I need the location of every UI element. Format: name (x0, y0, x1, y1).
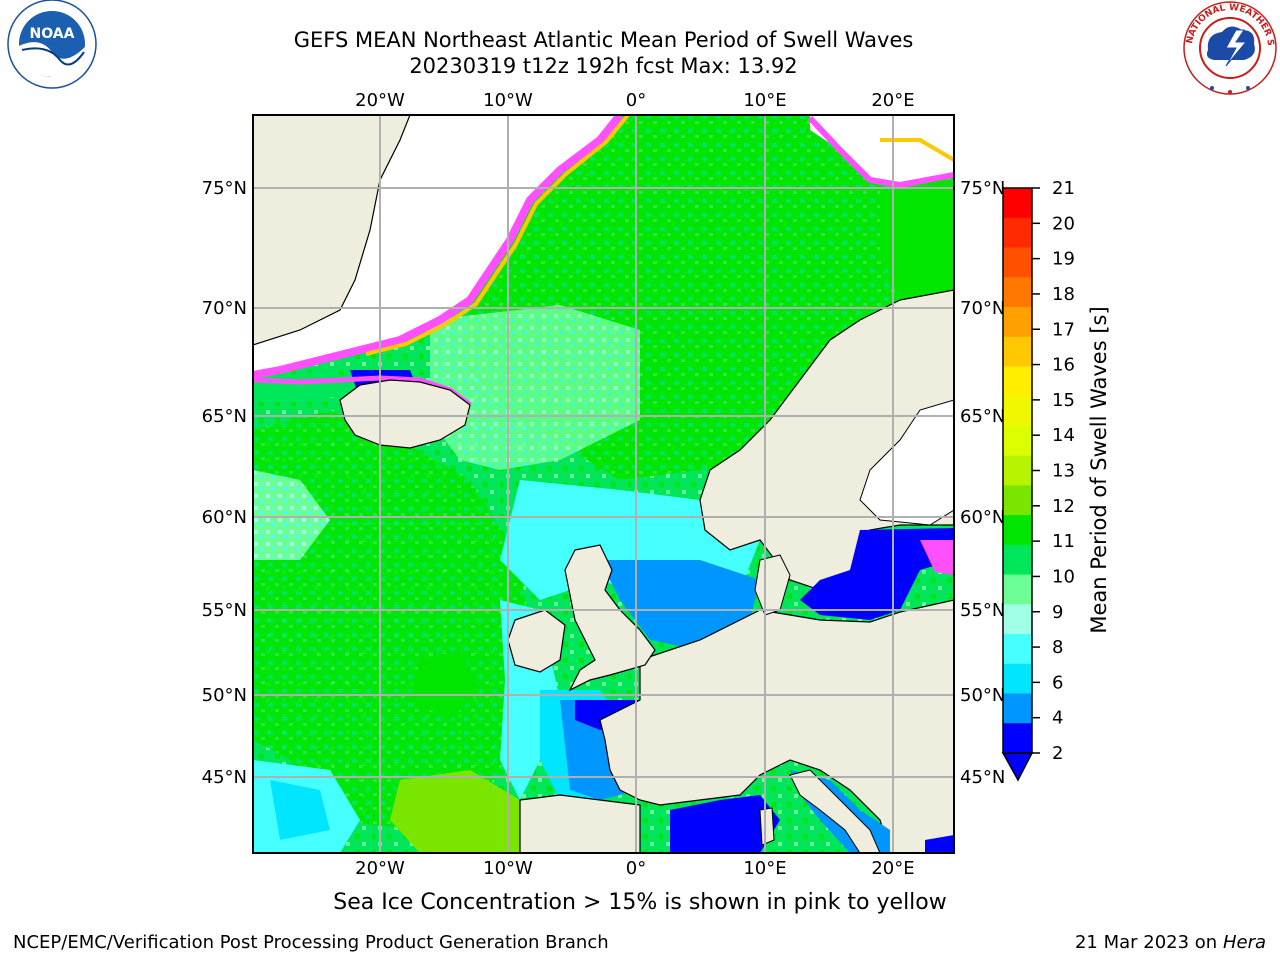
credit-date: 21 Mar 2023 on (1074, 932, 1218, 953)
lon-label-top: 0° (626, 90, 646, 111)
credit-host: Hera (1222, 932, 1266, 953)
colorbar-tick-label: 18 (1052, 284, 1075, 305)
ireland-land (507, 609, 566, 673)
colorbar-band (1003, 247, 1032, 278)
colorbar-band (1003, 544, 1032, 576)
lat-label-left: 45°N (202, 767, 247, 788)
noaa-logo: NOAA (7, 0, 97, 89)
colorbar-tick-label: 16 (1052, 355, 1075, 376)
colorbar-band (1003, 217, 1032, 248)
swell-8-9s-west (253, 470, 330, 560)
lon-label-top: 20°E (871, 90, 914, 111)
colorbar-tick-label: 15 (1052, 390, 1075, 411)
map-plot (253, 115, 954, 853)
swell-11-12s-south (390, 770, 520, 853)
colorbar-band (1003, 396, 1032, 427)
greenland-land (253, 115, 411, 346)
lat-label-right: 50°N (960, 685, 1005, 706)
colorbar-tick-label: 10 (1052, 566, 1075, 587)
nws-logo-text: NATIONAL WEATHER SERVICE (0, 0, 1275, 47)
colorbar-tick-label: 20 (1052, 213, 1075, 234)
lat-label-right: 55°N (960, 600, 1005, 621)
colorbar-band (1003, 366, 1032, 397)
lat-label-left: 55°N (202, 600, 247, 621)
colorbar-band (1003, 515, 1032, 546)
lat-label-left: 70°N (202, 298, 247, 319)
colorbar-tick-label: 11 (1052, 531, 1075, 552)
colorbar-band (1003, 663, 1032, 695)
lon-label-bottom: 0° (626, 858, 646, 879)
swell-2-4s-north-sea (600, 560, 760, 650)
colorbar-band (1003, 485, 1032, 516)
lat-label-right: 45°N (960, 767, 1005, 788)
swell-8-9s-norwegian-sea (430, 305, 640, 470)
ice-edge-greenland (253, 115, 624, 379)
colorbar-band (1003, 277, 1032, 308)
lon-label-bottom: 20°E (871, 858, 914, 879)
colorbar-band (1003, 425, 1032, 457)
lat-label-right: 65°N (960, 406, 1005, 427)
iceland-land (339, 379, 471, 449)
baltic-sea (800, 528, 954, 620)
lat-label-right: 75°N (960, 178, 1005, 199)
colorbar-band (1003, 455, 1032, 486)
colorbar-band (1003, 634, 1032, 665)
colorbar-band (1003, 188, 1032, 219)
lat-label-right: 70°N (960, 298, 1005, 319)
colorbar-band (1003, 723, 1032, 754)
lon-label-bottom: 20°W (355, 858, 405, 879)
lon-label-top: 10°W (483, 90, 533, 111)
colorbar-band (1003, 604, 1032, 635)
colorbar-tick-label: 8 (1052, 637, 1063, 658)
map-grid (253, 115, 954, 853)
chart-title: GEFS MEAN Northeast Atlantic Mean Period… (293, 28, 914, 52)
colorbar-extend-arrow (1001, 752, 1034, 782)
colorbar-tick-label: 9 (1052, 602, 1063, 623)
great-britain-land (564, 544, 656, 692)
lat-label-left: 60°N (202, 507, 247, 528)
continental-europe-land (599, 599, 954, 853)
colorbar: 21 20 19 18 17 16 15 14 13 12 11 10 9 8 6 4 2 Mean Perio… (1001, 178, 1111, 782)
colorbar-tick-label: 13 (1052, 461, 1075, 482)
map-frame (252, 114, 955, 854)
colorbar-tick-label: 14 (1052, 425, 1075, 446)
nws-logo: NATIONAL WEATHER SERVICE (0, 0, 1277, 95)
chart-subtitle: 20230319 t12z 192h fcst Max: 13.92 (409, 54, 798, 78)
lat-label-left: 50°N (202, 685, 247, 706)
credit-right: 21 Mar 2023 on Hera (1075, 932, 1266, 953)
colorbar-tick-label: 12 (1052, 496, 1075, 517)
colorbar-band (1003, 306, 1032, 338)
colorbar-tick-label: 4 (1052, 708, 1063, 729)
lat-label-left: 65°N (202, 406, 247, 427)
noaa-logo-text: NOAA (30, 26, 75, 42)
colorbar-tick-label: 2 (1052, 743, 1063, 764)
colorbar-band (1003, 693, 1032, 724)
lat-label-left: 75°N (202, 178, 247, 199)
credit-left: NCEP/EMC/Verification Post Processing Pr… (13, 932, 609, 953)
colorbar-band (1003, 574, 1032, 605)
colorbar-tick-label: 6 (1052, 672, 1063, 693)
colorbar-tick-label: 21 (1052, 178, 1075, 199)
lon-label-bottom: 10°W (483, 858, 533, 879)
colorbar-tick-label: 17 (1052, 319, 1075, 340)
sea-ice-note: Sea Ice Concentration > 15% is shown in … (333, 890, 947, 915)
colorbar-band (1003, 336, 1032, 367)
lat-label-right: 60°N (960, 507, 1005, 528)
colorbar-tick-label: 19 (1052, 249, 1075, 270)
iberia-land (519, 794, 641, 853)
colorbar-label: Mean Period of Swell Waves [s] (1087, 306, 1111, 633)
lon-label-bottom: 10°E (743, 858, 786, 879)
lon-label-top: 10°E (743, 90, 786, 111)
mediterranean-sea (670, 795, 780, 853)
lon-label-top: 20°W (355, 90, 405, 111)
